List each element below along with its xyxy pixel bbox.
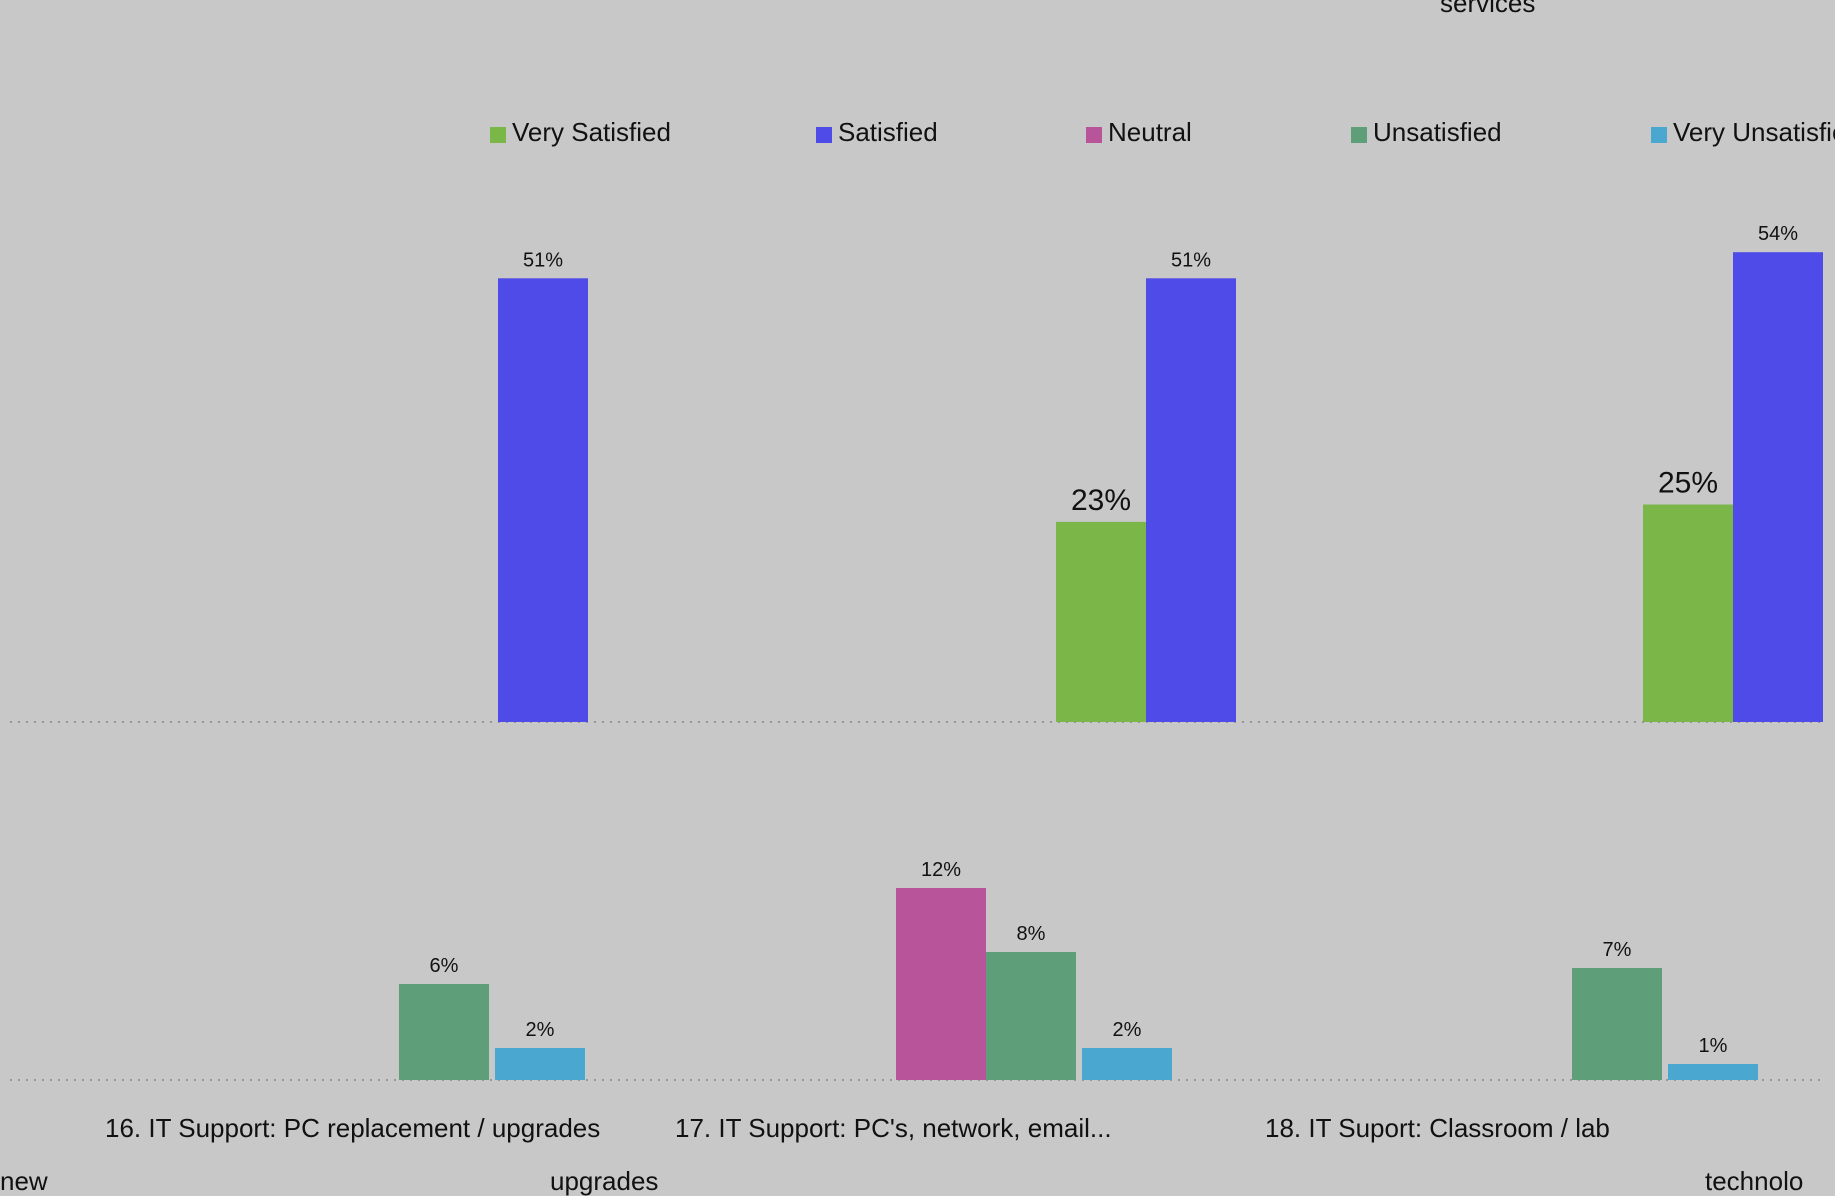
data-label: 12% [921, 859, 961, 881]
category-label: 16. IT Support: PC replacement / upgrade… [105, 1113, 600, 1143]
legend-label: Very Unsatisfied [1673, 117, 1835, 147]
legend-swatch [816, 127, 832, 143]
top-chart-row: 51% 23% 51% 25% 54% services [10, 0, 1825, 723]
legend-swatch [1086, 127, 1102, 143]
bar [495, 1048, 585, 1080]
bar [1572, 968, 1662, 1080]
bar [399, 984, 489, 1080]
bar [1082, 1048, 1172, 1080]
bar [986, 952, 1076, 1080]
category-label: 17. IT Support: PC's, network, email... [675, 1113, 1112, 1143]
data-label: 6% [430, 955, 459, 977]
legend-label: Satisfied [838, 117, 938, 147]
legend-swatch [490, 127, 506, 143]
legend-swatch [1351, 127, 1367, 143]
data-label: 8% [1017, 923, 1046, 945]
bottom-chart-row: 6% 2% 16. IT Support: PC replacement / upg… [0, 859, 1825, 1196]
data-label: 51% [523, 249, 563, 271]
bar [1056, 521, 1146, 722]
data-label: 2% [526, 1019, 555, 1041]
data-label: 54% [1758, 223, 1798, 245]
category-label: services [1440, 0, 1535, 18]
legend-label: Unsatisfied [1373, 117, 1502, 147]
data-label: 25% [1658, 467, 1718, 500]
legend-swatch [1651, 127, 1667, 143]
bar [1146, 278, 1236, 722]
bar [1668, 1064, 1758, 1080]
data-label: 2% [1113, 1019, 1142, 1041]
bar [896, 888, 986, 1080]
legend: Very Satisfied Satisfied Neutral Unsatisfie… [490, 117, 1835, 147]
category-label-continuation: new [0, 1166, 48, 1196]
data-label: 51% [1171, 249, 1211, 271]
category-label-continuation: upgrades [550, 1166, 658, 1196]
category-label: 18. IT Suport: Classroom / lab [1265, 1113, 1610, 1143]
data-label: 7% [1603, 939, 1632, 961]
category-label-continuation: technolo [1705, 1166, 1803, 1196]
bar [498, 278, 588, 722]
legend-label: Very Satisfied [512, 117, 671, 147]
bar [1643, 504, 1733, 722]
data-label: 23% [1071, 484, 1131, 517]
bar [1733, 252, 1823, 722]
data-label: 1% [1699, 1035, 1728, 1057]
legend-label: Neutral [1108, 117, 1192, 147]
